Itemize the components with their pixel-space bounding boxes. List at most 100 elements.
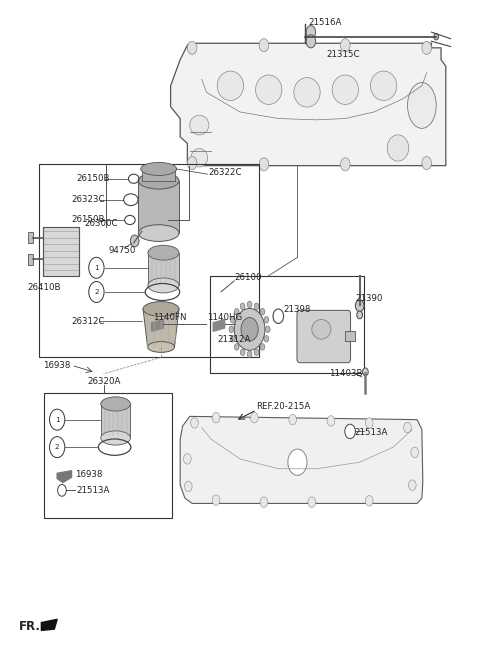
Circle shape — [230, 336, 235, 342]
Ellipse shape — [143, 302, 179, 316]
Bar — [28, 254, 33, 264]
Circle shape — [434, 33, 439, 40]
Text: 26150B: 26150B — [72, 215, 105, 224]
Circle shape — [306, 26, 316, 39]
Ellipse shape — [101, 431, 131, 445]
Circle shape — [49, 437, 65, 458]
Text: 1140FN: 1140FN — [153, 313, 186, 322]
Ellipse shape — [141, 163, 177, 175]
Circle shape — [183, 454, 191, 464]
Text: 26322C: 26322C — [208, 168, 242, 176]
Circle shape — [241, 318, 258, 341]
Circle shape — [240, 349, 245, 356]
Text: 2: 2 — [55, 444, 60, 450]
Text: 94750: 94750 — [108, 246, 136, 255]
Circle shape — [89, 257, 104, 278]
Circle shape — [365, 418, 373, 428]
Ellipse shape — [312, 319, 331, 339]
Ellipse shape — [190, 115, 209, 135]
Polygon shape — [57, 471, 72, 483]
Bar — [148, 253, 179, 285]
Polygon shape — [170, 43, 446, 166]
Ellipse shape — [191, 149, 208, 167]
Circle shape — [422, 41, 432, 54]
Text: 21513A: 21513A — [76, 486, 110, 495]
Circle shape — [260, 344, 265, 350]
Circle shape — [187, 41, 197, 54]
Bar — [138, 180, 179, 233]
Circle shape — [355, 300, 364, 312]
Circle shape — [240, 303, 245, 310]
Circle shape — [265, 326, 270, 333]
Text: 21513A: 21513A — [354, 428, 387, 438]
Text: 26100: 26100 — [234, 273, 262, 282]
Bar — [101, 404, 131, 438]
Circle shape — [247, 301, 252, 308]
Circle shape — [306, 35, 316, 48]
Polygon shape — [152, 319, 163, 331]
Circle shape — [264, 336, 269, 342]
Circle shape — [260, 497, 268, 507]
Circle shape — [229, 326, 234, 333]
Circle shape — [187, 157, 197, 170]
Ellipse shape — [387, 135, 408, 161]
Text: 21398: 21398 — [283, 305, 311, 314]
Circle shape — [288, 449, 307, 476]
Text: REF.20-215A: REF.20-215A — [256, 402, 310, 411]
Circle shape — [422, 157, 432, 170]
Text: 26410B: 26410B — [27, 283, 60, 292]
Circle shape — [234, 344, 239, 350]
Bar — [44, 394, 172, 518]
Circle shape — [327, 416, 335, 426]
Bar — [345, 331, 355, 341]
Text: 11403B: 11403B — [328, 369, 362, 379]
Circle shape — [260, 308, 265, 315]
Polygon shape — [180, 417, 423, 503]
Circle shape — [230, 316, 235, 323]
Circle shape — [131, 235, 139, 247]
Circle shape — [357, 311, 362, 319]
Circle shape — [345, 424, 355, 439]
Polygon shape — [41, 619, 57, 630]
Ellipse shape — [294, 77, 320, 107]
Bar — [142, 169, 175, 180]
Text: 21390: 21390 — [356, 294, 383, 303]
Text: 26150B: 26150B — [76, 174, 110, 183]
Circle shape — [251, 413, 258, 423]
Circle shape — [411, 447, 419, 458]
Ellipse shape — [138, 225, 179, 241]
Polygon shape — [143, 309, 179, 347]
Circle shape — [191, 418, 198, 428]
Text: 26312C: 26312C — [72, 317, 105, 326]
Ellipse shape — [217, 71, 243, 100]
Ellipse shape — [148, 278, 179, 293]
Circle shape — [212, 495, 220, 505]
Circle shape — [234, 308, 239, 315]
Text: 26320A: 26320A — [87, 377, 120, 386]
Ellipse shape — [371, 71, 397, 100]
Bar — [210, 276, 364, 373]
Circle shape — [254, 303, 259, 310]
Circle shape — [308, 497, 316, 507]
Circle shape — [254, 349, 259, 356]
Circle shape — [340, 158, 350, 171]
Circle shape — [259, 39, 269, 52]
Circle shape — [362, 368, 368, 376]
Ellipse shape — [332, 75, 359, 104]
Text: 21312A: 21312A — [217, 335, 251, 344]
Ellipse shape — [255, 75, 282, 104]
Ellipse shape — [147, 342, 175, 352]
FancyBboxPatch shape — [297, 310, 350, 363]
Text: 1: 1 — [94, 265, 99, 271]
Text: 16938: 16938 — [43, 361, 70, 370]
Ellipse shape — [408, 83, 436, 129]
Polygon shape — [213, 319, 225, 331]
Circle shape — [404, 422, 411, 433]
Circle shape — [212, 413, 220, 423]
Circle shape — [264, 316, 269, 323]
Text: 16938: 16938 — [75, 470, 102, 479]
Text: 26300C: 26300C — [84, 218, 118, 228]
Bar — [28, 232, 33, 243]
Text: 2: 2 — [94, 289, 99, 295]
Bar — [43, 226, 79, 276]
